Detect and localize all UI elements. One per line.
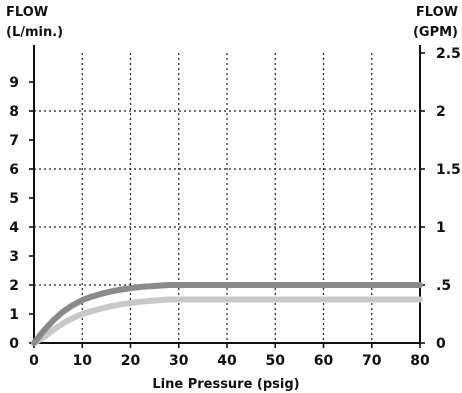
series-line-0: [31, 282, 423, 346]
left-tick-label: 1: [9, 307, 19, 323]
left-tick-label: 4: [9, 220, 19, 236]
left-axis-title-line2: (L/min.): [6, 25, 63, 40]
x-tick-label: 80: [410, 353, 430, 369]
x-tick-label: 60: [314, 353, 334, 369]
right-tick-label: 1: [436, 220, 446, 236]
axes-layer: [29, 45, 425, 348]
left-tick-label: 9: [9, 75, 19, 91]
right-tick-label: 1.5: [436, 162, 461, 178]
left-axis-title-line1: FLOW: [6, 5, 48, 20]
left-tick-label: 3: [9, 249, 19, 265]
right-tick-label: 2.5: [436, 46, 461, 62]
left-tick-label: 6: [9, 162, 19, 178]
right-tick-label: .5: [436, 278, 451, 294]
left-tick-label: 0: [9, 336, 19, 352]
x-tick-label: 0: [29, 353, 39, 369]
x-tick-label: 70: [362, 353, 382, 369]
x-tick-label: 50: [266, 353, 286, 369]
right-axis-title-line1: FLOW: [416, 5, 458, 20]
left-tick-label: 5: [9, 191, 19, 207]
series-line-1: [31, 296, 423, 346]
series-layer: [31, 282, 423, 346]
labels-layer: FLOW (L/min.) FLOW (GPM) Line Pressure (…: [6, 5, 461, 392]
x-tick-label: 10: [73, 353, 93, 369]
right-tick-label: 2: [436, 104, 446, 120]
left-tick-label: 2: [9, 278, 19, 294]
right-axis-title-line2: (GPM): [413, 25, 458, 40]
x-axis-title: Line Pressure (psig): [152, 377, 299, 392]
x-tick-label: 20: [121, 353, 141, 369]
x-tick-label: 40: [217, 353, 237, 369]
x-tick-label: 30: [169, 353, 189, 369]
left-tick-label: 8: [9, 104, 19, 120]
left-tick-label: 7: [9, 133, 19, 149]
right-tick-label: 0: [436, 336, 446, 352]
